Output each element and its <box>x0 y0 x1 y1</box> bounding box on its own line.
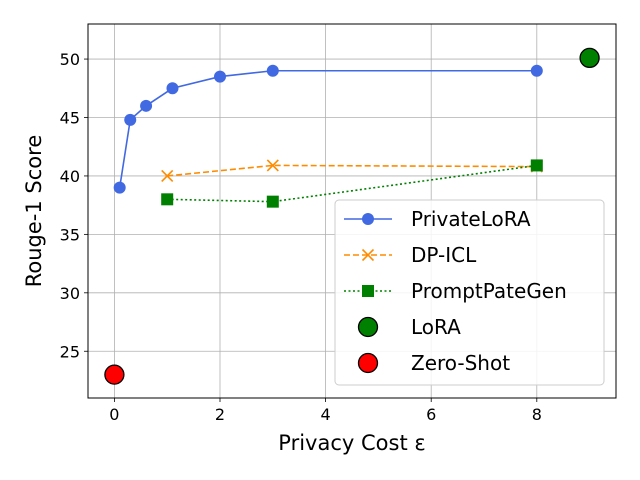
legend-item: DP-ICL <box>344 243 477 267</box>
legend-marker <box>362 213 374 225</box>
legend-label: DP-ICL <box>411 243 477 267</box>
x-tick-label: 2 <box>215 405 225 424</box>
legend-label: PromptPateGen <box>411 279 567 303</box>
y-tick-label: 45 <box>60 109 80 128</box>
series-privatelora <box>113 64 543 194</box>
legend-item: PromptPateGen <box>344 279 567 303</box>
y-tick-label: 25 <box>60 342 80 361</box>
data-point <box>266 64 279 77</box>
legend-marker <box>361 248 375 262</box>
x-marker-stroke <box>361 248 375 262</box>
data-point <box>124 113 137 126</box>
data-point <box>104 364 125 385</box>
legend: PrivateLoRA DP-ICL PromptPateGen LoRA Zero-S… <box>334 199 605 386</box>
data-point <box>266 195 279 208</box>
data-point <box>140 99 153 112</box>
x-tick-label: 0 <box>109 405 119 424</box>
data-point <box>579 47 600 69</box>
series-line <box>167 164 537 177</box>
x-marker-stroke <box>161 169 174 183</box>
x-tick-label: 6 <box>426 405 436 424</box>
y-tick-label: 40 <box>60 167 80 186</box>
data-point <box>113 181 126 194</box>
axis-ticks: 0 2 4 6 8 25 30 35 40 45 50 <box>60 50 542 424</box>
data-point <box>266 159 279 172</box>
data-point <box>530 159 543 172</box>
legend-label: PrivateLoRA <box>411 207 531 231</box>
y-axis-title: Rouge-1 Score <box>22 135 46 288</box>
series-zero-shot <box>104 364 125 385</box>
y-tick-label: 30 <box>60 284 80 303</box>
y-tick-label: 50 <box>60 50 80 69</box>
series-promptpategen <box>161 159 543 208</box>
series <box>104 47 600 385</box>
plot-frame <box>87 23 617 399</box>
legend-label: Zero-Shot <box>411 351 510 375</box>
data-point <box>166 82 179 95</box>
legend-marker <box>357 352 379 374</box>
data-point <box>214 70 226 83</box>
series-line <box>118 69 537 188</box>
legend-box <box>334 199 605 386</box>
x-marker-stroke <box>266 159 279 172</box>
legend-item: LoRA <box>357 315 461 339</box>
y-tick-label: 35 <box>60 225 80 244</box>
legend-label: LoRA <box>411 315 461 339</box>
legend-item: PrivateLoRA <box>344 207 531 231</box>
x-axis-title: Privacy Cost ε <box>278 431 425 455</box>
series-lora <box>579 47 600 69</box>
x-tick-label: 4 <box>321 405 331 424</box>
series-dp-icl <box>161 159 543 183</box>
data-point <box>530 64 543 77</box>
data-point <box>161 193 174 206</box>
legend-marker <box>362 285 374 297</box>
data-point <box>161 169 174 183</box>
legend-marker <box>357 316 379 338</box>
x-tick-label: 8 <box>532 405 542 424</box>
legend-item: Zero-Shot <box>357 351 510 375</box>
